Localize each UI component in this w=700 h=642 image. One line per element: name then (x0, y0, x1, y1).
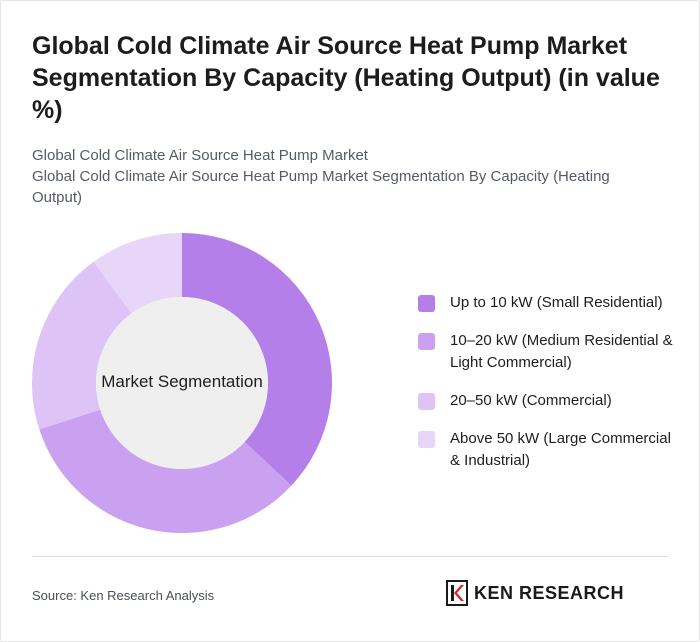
donut-chart (32, 233, 333, 533)
ken-research-logo: KEN RESEARCH (446, 580, 624, 606)
footer-divider (32, 556, 668, 557)
legend-item: Up to 10 kW (Small Residential) (418, 292, 680, 314)
donut-slice-2 (39, 409, 292, 533)
legend-item: 10–20 kW (Medium Residential & Light Com… (418, 330, 680, 374)
legend-label: Above 50 kW (Large Commercial & Industri… (450, 430, 671, 469)
logo-text: KEN RESEARCH (474, 582, 625, 603)
donut-slice-3 (32, 261, 132, 430)
chart-legend: Up to 10 kW (Small Residential) 10–20 kW … (418, 292, 680, 488)
donut-slice-1 (182, 233, 333, 486)
ken-research-logo-icon (446, 580, 468, 606)
source-note: Source: Ken Research Analysis (32, 588, 215, 603)
legend-item: 20–50 kW (Commercial) (418, 390, 680, 412)
chart-title: Global Cold Climate Air Source Heat Pump… (32, 32, 660, 124)
subtitle-line-1: Global Cold Climate Air Source Heat Pump… (32, 147, 368, 164)
legend-swatch (418, 333, 435, 350)
legend-swatch (418, 393, 435, 410)
legend-label: 20–50 kW (Commercial) (450, 392, 612, 409)
donut-hole (96, 297, 268, 469)
donut-center-label: Market Segmentation (101, 372, 263, 391)
legend-item: Above 50 kW (Large Commercial & Industri… (418, 428, 680, 472)
legend-swatch (418, 295, 435, 312)
donut-slice-4 (93, 233, 182, 314)
subtitle-line-2: Global Cold Climate Air Source Heat Pump… (32, 168, 610, 206)
chart-subtitle: Global Cold Climate Air Source Heat Pump… (32, 145, 662, 208)
legend-label: 10–20 kW (Medium Residential & Light Com… (450, 332, 673, 371)
legend-label: Up to 10 kW (Small Residential) (450, 294, 663, 311)
legend-swatch (418, 431, 435, 448)
